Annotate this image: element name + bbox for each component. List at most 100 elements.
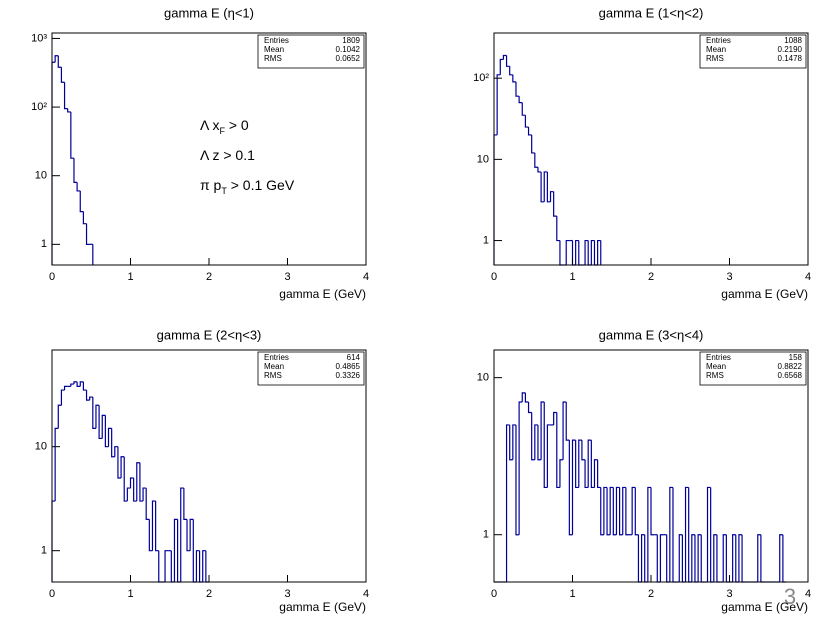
histogram-bin [164,550,169,582]
histogram-bin [515,81,520,97]
histogram-bin [779,534,783,582]
histogram-bin [546,171,551,203]
histogram-bin [584,459,589,489]
histogram-bin [625,487,630,536]
histogram-bin [559,459,564,488]
histogram-bin [57,55,62,68]
histogram-bin [151,500,156,551]
histogram-bin [496,74,501,135]
stats-label: Mean [706,45,726,54]
histogram-bin [659,534,664,582]
histogram-bin [757,534,761,582]
histogram-bin [578,439,582,488]
histogram-bin [70,111,74,159]
histogram-bin [104,415,109,448]
x-tick-label: 1 [569,588,575,600]
histogram-bin [590,440,595,489]
histogram-bin [79,381,84,387]
chart-title: gamma E (2<η<3) [157,327,262,342]
histogram-bin [63,82,68,110]
stats-value: 1809 [342,36,360,45]
histogram-panel: gamma E (1<η<2) 0 1 2 3 4 1 10 10² gamma E (GeV) E… [473,5,811,301]
histogram-bin [640,534,645,582]
stats-label: RMS [706,371,724,380]
histogram-bin [553,191,557,217]
histogram-bin [553,411,557,425]
histogram-bin [60,67,65,83]
histogram-bin [527,401,532,414]
histogram-bin [615,486,620,535]
annotation: Λ xF > 0 [200,117,249,136]
histogram-bin [556,216,560,242]
x-tick-label: 1 [127,588,133,600]
x-axis-label: gamma E (GeV) [279,600,366,614]
chart-title: gamma E (1<η<2) [599,5,704,20]
histogram-bin [524,392,529,403]
histogram-bin [70,383,74,387]
stats-value: 158 [789,353,803,362]
stats-value: 614 [347,353,361,362]
histogram-bin [67,108,71,113]
histogram-bin [556,412,560,489]
histogram-bin [63,385,68,391]
histogram-bin [85,390,90,401]
histogram-panel: gamma E (η<1) 0 1 2 3 4 1 10 10² 10³ gamma E (GeV)… [31,5,369,301]
histogram-bin [85,223,90,245]
histogram-bin [527,127,532,136]
histogram-bin [133,477,137,502]
histogram-bin [543,171,548,202]
histogram-bin [546,424,551,488]
histogram-bin [98,405,103,440]
x-tick-label: 0 [49,271,55,283]
histogram-bin [73,381,78,385]
stats-box [257,351,365,386]
histogram-bin [581,440,586,461]
x-tick-label: 2 [206,271,212,283]
stats-label: Entries [264,353,289,362]
histogram-bin [669,486,673,582]
histogram-bin [114,446,118,457]
histogram-bin [534,424,538,460]
annotation-subscript: F [219,126,225,136]
stats-value: 0.8822 [778,362,803,371]
stats-label: Entries [706,36,731,45]
histogram-bin [568,440,573,536]
stats-box [257,34,365,69]
y-tick-label: 1 [41,545,47,557]
histogram-bin [180,487,184,582]
histogram-bin [82,381,87,391]
histogram-bin [725,534,730,583]
x-tick-label: 3 [284,588,290,600]
histogram-bin [189,518,194,551]
histogram-bin [505,55,510,67]
histogram-bin [509,424,513,461]
x-tick-label: 3 [726,588,732,600]
stats-box [699,34,807,69]
histogram-bin [136,462,140,502]
stats-value: 1088 [784,36,802,45]
histogram-bin [587,439,592,488]
y-tick-label: 10² [473,72,489,84]
histogram-bin [195,550,200,582]
histogram-bin [575,440,579,489]
histogram-bin [145,488,150,520]
histogram-bin [732,534,736,582]
stats-value: 0.2190 [778,45,803,54]
stats-value: 0.1478 [778,54,803,63]
histogram-bin [684,486,689,582]
annotation-text: Λ x [200,117,219,133]
histogram-bin [183,488,188,520]
x-tick-label: 4 [805,271,811,283]
histogram-bin [540,401,545,460]
histogram-bin [82,211,87,225]
histogram-bin [700,534,705,583]
histogram-bin [584,239,589,265]
histogram-bin [499,58,504,75]
stats-value: 0.6568 [778,371,803,380]
histogram-bin [515,424,520,536]
histogram-bin [512,424,516,460]
stats-label: Entries [264,36,289,45]
stats-label: Mean [264,362,284,371]
